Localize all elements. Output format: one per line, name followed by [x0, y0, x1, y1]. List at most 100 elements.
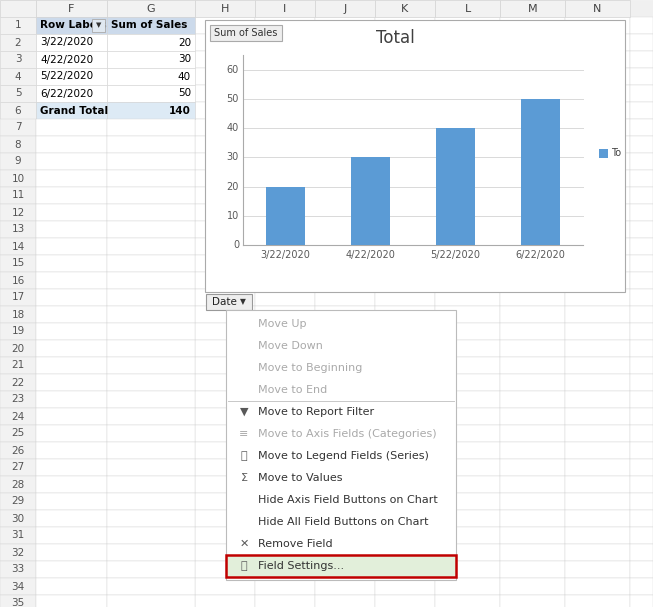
Text: ⓘ: ⓘ	[241, 561, 247, 571]
Text: Hide Axis Field Buttons on Chart: Hide Axis Field Buttons on Chart	[258, 495, 438, 505]
Bar	[500, 85, 565, 102]
Bar	[255, 221, 315, 238]
Bar	[500, 323, 565, 340]
Bar	[195, 527, 255, 544]
Bar	[435, 306, 500, 323]
Bar	[195, 238, 255, 255]
Bar	[195, 204, 255, 221]
Bar	[195, 0, 255, 17]
Text: 19: 19	[11, 327, 25, 336]
Bar	[195, 136, 255, 153]
Bar	[435, 408, 500, 425]
Bar	[500, 561, 565, 578]
Bar	[565, 187, 630, 204]
Bar	[36, 204, 107, 221]
Bar	[630, 561, 653, 578]
Bar	[500, 255, 565, 272]
Text: 30: 30	[12, 514, 25, 523]
Bar	[195, 408, 255, 425]
Bar	[315, 170, 375, 187]
Bar	[375, 204, 435, 221]
Bar	[315, 391, 375, 408]
Bar	[630, 102, 653, 119]
Bar	[500, 510, 565, 527]
Text: L: L	[464, 4, 471, 13]
Bar	[315, 0, 375, 17]
Bar	[630, 408, 653, 425]
Text: Row Labels: Row Labels	[40, 21, 106, 30]
Bar	[107, 102, 195, 119]
Bar	[206, 294, 252, 310]
Bar	[315, 187, 375, 204]
Bar	[375, 85, 435, 102]
Bar	[107, 527, 195, 544]
Bar	[630, 306, 653, 323]
Bar	[255, 544, 315, 561]
Bar	[36, 527, 107, 544]
Bar	[500, 595, 565, 607]
Bar	[107, 323, 195, 340]
Bar	[0, 476, 36, 493]
Bar	[375, 493, 435, 510]
Bar	[630, 323, 653, 340]
Bar	[36, 68, 107, 85]
Bar	[315, 561, 375, 578]
Text: I: I	[283, 4, 287, 13]
Bar	[565, 170, 630, 187]
Bar	[107, 187, 195, 204]
Bar	[0, 340, 36, 357]
Text: 0: 0	[233, 240, 239, 250]
Bar	[0, 255, 36, 272]
Bar	[195, 17, 255, 34]
Bar	[255, 187, 315, 204]
Bar	[36, 425, 107, 442]
Bar	[500, 34, 565, 51]
Bar	[375, 119, 435, 136]
Bar	[255, 459, 315, 476]
Bar	[226, 310, 456, 580]
Bar	[500, 527, 565, 544]
Bar	[107, 425, 195, 442]
Text: 22: 22	[11, 378, 25, 387]
Bar	[565, 289, 630, 306]
Bar	[0, 493, 36, 510]
Text: Move to Report Filter: Move to Report Filter	[258, 407, 374, 417]
Bar	[195, 561, 255, 578]
Bar	[315, 493, 375, 510]
Bar	[0, 0, 36, 17]
Text: 13: 13	[11, 225, 25, 234]
Text: 25: 25	[11, 429, 25, 438]
Text: 5/22/2020: 5/22/2020	[40, 72, 93, 81]
Text: K: K	[402, 4, 409, 13]
Text: 3: 3	[14, 55, 22, 64]
Bar	[0, 527, 36, 544]
Bar	[255, 51, 315, 68]
Text: ▼: ▼	[96, 22, 101, 29]
Bar	[375, 51, 435, 68]
Bar	[630, 17, 653, 34]
Bar	[565, 340, 630, 357]
Bar	[107, 153, 195, 170]
Bar	[0, 51, 36, 68]
Bar	[195, 493, 255, 510]
Text: 3/22/2020: 3/22/2020	[261, 250, 310, 260]
Bar	[351, 157, 390, 245]
Bar	[565, 561, 630, 578]
Bar	[0, 119, 36, 136]
Bar	[195, 357, 255, 374]
Text: 5/22/2020: 5/22/2020	[430, 250, 481, 260]
Bar	[0, 425, 36, 442]
Bar	[435, 561, 500, 578]
Bar	[435, 442, 500, 459]
Bar	[107, 510, 195, 527]
Bar	[435, 153, 500, 170]
Bar	[375, 391, 435, 408]
Bar	[315, 595, 375, 607]
Bar	[0, 272, 36, 289]
Bar	[375, 544, 435, 561]
Bar	[500, 187, 565, 204]
Bar	[36, 238, 107, 255]
Text: 17: 17	[11, 293, 25, 302]
Bar	[565, 510, 630, 527]
Bar	[565, 85, 630, 102]
